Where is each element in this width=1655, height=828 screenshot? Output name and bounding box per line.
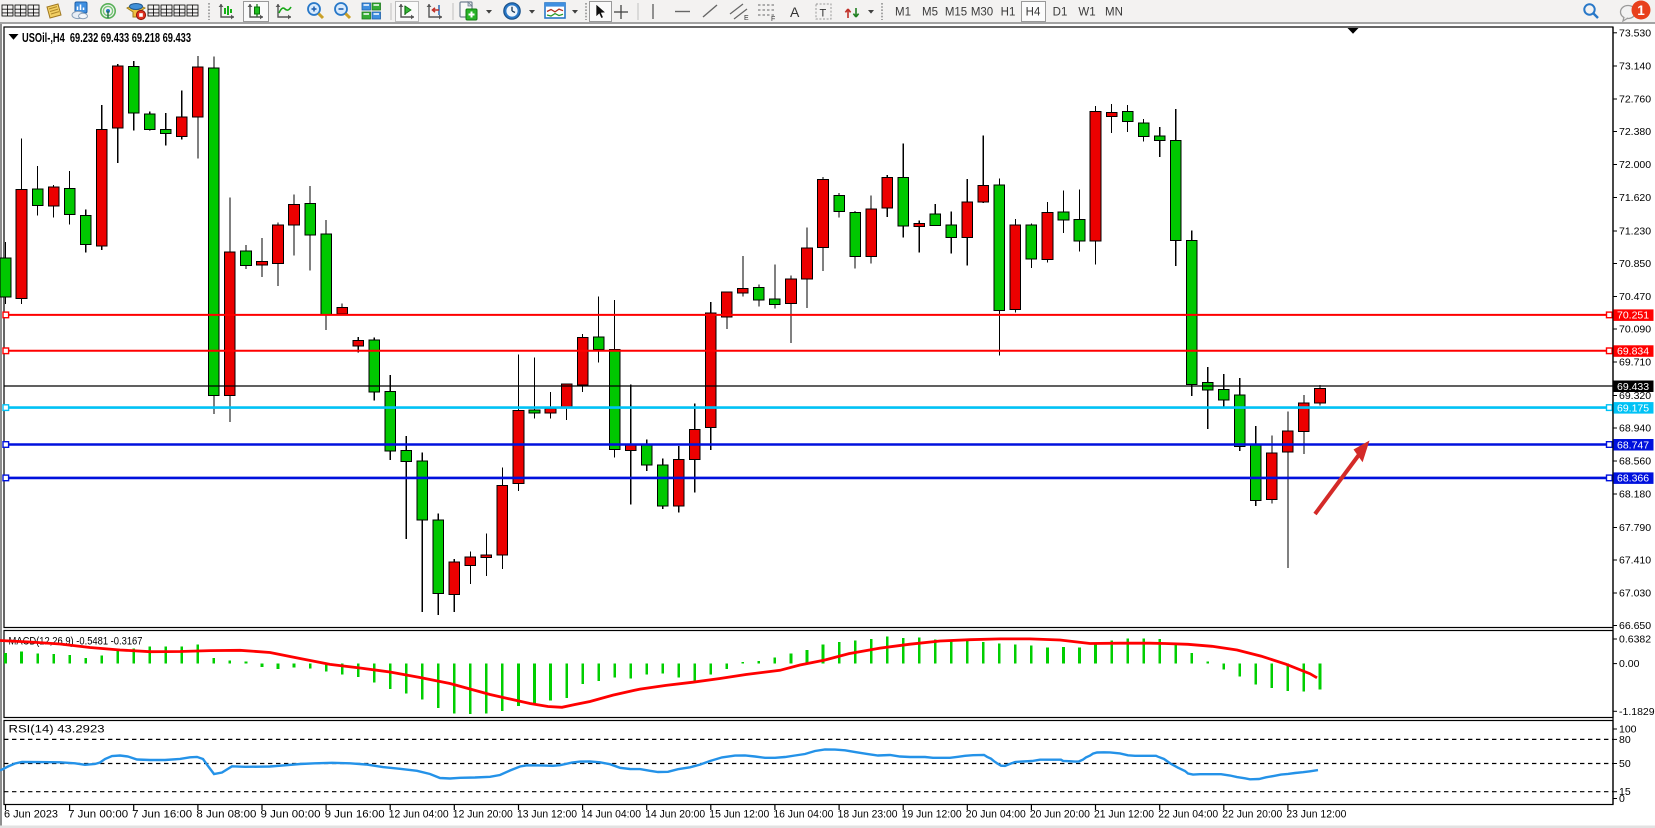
svg-text:68.747: 68.747 <box>1617 439 1649 451</box>
svg-text:12 Jun 04:00: 12 Jun 04:00 <box>389 809 449 821</box>
svg-text:0.6382: 0.6382 <box>1619 634 1651 646</box>
svg-text:72.380: 72.380 <box>1619 126 1651 138</box>
svg-text:50: 50 <box>1619 758 1631 770</box>
svg-text:M1: M1 <box>895 7 911 19</box>
svg-text:69.710: 69.710 <box>1619 357 1651 369</box>
svg-text:M5: M5 <box>922 7 938 19</box>
svg-text:14 Jun 20:00: 14 Jun 20:00 <box>645 809 705 821</box>
svg-text:15: 15 <box>1619 786 1631 798</box>
svg-text:67.410: 67.410 <box>1619 555 1651 567</box>
svg-text:73.530: 73.530 <box>1619 27 1651 39</box>
svg-text:70.850: 70.850 <box>1619 258 1651 270</box>
svg-text:7 Jun 00:00: 7 Jun 00:00 <box>68 809 128 821</box>
svg-text:9 Jun 16:00: 9 Jun 16:00 <box>325 809 385 821</box>
svg-text:D1: D1 <box>1053 7 1068 19</box>
svg-text:19 Jun 12:00: 19 Jun 12:00 <box>902 809 962 821</box>
svg-text:23 Jun 12:00: 23 Jun 12:00 <box>1286 809 1346 821</box>
svg-text:71.620: 71.620 <box>1619 192 1651 204</box>
svg-text:18 Jun 23:00: 18 Jun 23:00 <box>838 809 898 821</box>
svg-text:68.366: 68.366 <box>1617 473 1649 485</box>
svg-text:-1.1829: -1.1829 <box>1619 706 1655 718</box>
svg-text:67.790: 67.790 <box>1619 522 1651 534</box>
svg-text:70.470: 70.470 <box>1619 291 1651 303</box>
svg-text:9 Jun 00:00: 9 Jun 00:00 <box>261 809 321 821</box>
svg-text:M15: M15 <box>945 7 967 19</box>
svg-text:USOil-,H4 69.232 69.433 69.21: USOil-,H4 69.232 69.433 69.218 69.433 <box>22 31 191 45</box>
svg-text:100: 100 <box>1619 724 1637 736</box>
svg-text:69.433: 69.433 <box>1617 381 1649 393</box>
svg-text:68.560: 68.560 <box>1619 456 1651 468</box>
svg-text:A: A <box>790 4 800 20</box>
svg-text:66.650: 66.650 <box>1619 620 1651 632</box>
svg-text:RSI(14) 43.2923: RSI(14) 43.2923 <box>9 724 105 736</box>
svg-text:69.320: 69.320 <box>1619 390 1651 402</box>
svg-text:68.180: 68.180 <box>1619 489 1651 501</box>
svg-text:14 Jun 04:00: 14 Jun 04:00 <box>581 809 641 821</box>
svg-text:16 Jun 04:00: 16 Jun 04:00 <box>773 809 833 821</box>
svg-text:8 Jun 08:00: 8 Jun 08:00 <box>196 809 256 821</box>
svg-text:12 Jun 20:00: 12 Jun 20:00 <box>453 809 513 821</box>
svg-text:21 Jun 12:00: 21 Jun 12:00 <box>1094 809 1154 821</box>
svg-text:H4: H4 <box>1026 7 1041 19</box>
svg-text:15 Jun 12:00: 15 Jun 12:00 <box>709 809 769 821</box>
svg-text:72.760: 72.760 <box>1619 94 1651 106</box>
svg-text:72.000: 72.000 <box>1619 159 1651 171</box>
svg-text:F: F <box>771 16 775 23</box>
svg-text:20 Jun 20:00: 20 Jun 20:00 <box>1030 809 1090 821</box>
svg-text:70.251: 70.251 <box>1617 310 1649 322</box>
svg-text:68.940: 68.940 <box>1619 423 1651 435</box>
svg-text:71.230: 71.230 <box>1619 226 1651 238</box>
svg-text:MACD(12,26,9) -0.5481 -0.3167: MACD(12,26,9) -0.5481 -0.3167 <box>9 636 143 648</box>
svg-text:80: 80 <box>1619 734 1631 746</box>
svg-text:E: E <box>744 15 749 22</box>
svg-text:6 Jun 2023: 6 Jun 2023 <box>4 809 58 821</box>
svg-text:70.090: 70.090 <box>1619 324 1651 336</box>
svg-text:0: 0 <box>1619 793 1625 805</box>
svg-text:W1: W1 <box>1078 7 1095 19</box>
svg-text:69.834: 69.834 <box>1617 346 1649 358</box>
svg-text:7 Jun 16:00: 7 Jun 16:00 <box>132 809 192 821</box>
svg-text:0.00: 0.00 <box>1619 658 1640 670</box>
svg-text:T: T <box>820 8 827 20</box>
svg-text:22 Jun 20:00: 22 Jun 20:00 <box>1222 809 1282 821</box>
svg-text:1: 1 <box>1637 3 1645 18</box>
svg-text:13 Jun 12:00: 13 Jun 12:00 <box>517 809 577 821</box>
svg-text:MN: MN <box>1105 7 1123 19</box>
svg-text:22 Jun 04:00: 22 Jun 04:00 <box>1158 809 1218 821</box>
svg-text:73.140: 73.140 <box>1619 61 1651 73</box>
svg-text:67.030: 67.030 <box>1619 588 1651 600</box>
svg-text:20 Jun 04:00: 20 Jun 04:00 <box>966 809 1026 821</box>
svg-text:M30: M30 <box>971 7 993 19</box>
svg-text:H1: H1 <box>1001 7 1016 19</box>
svg-text:69.175: 69.175 <box>1617 402 1649 414</box>
